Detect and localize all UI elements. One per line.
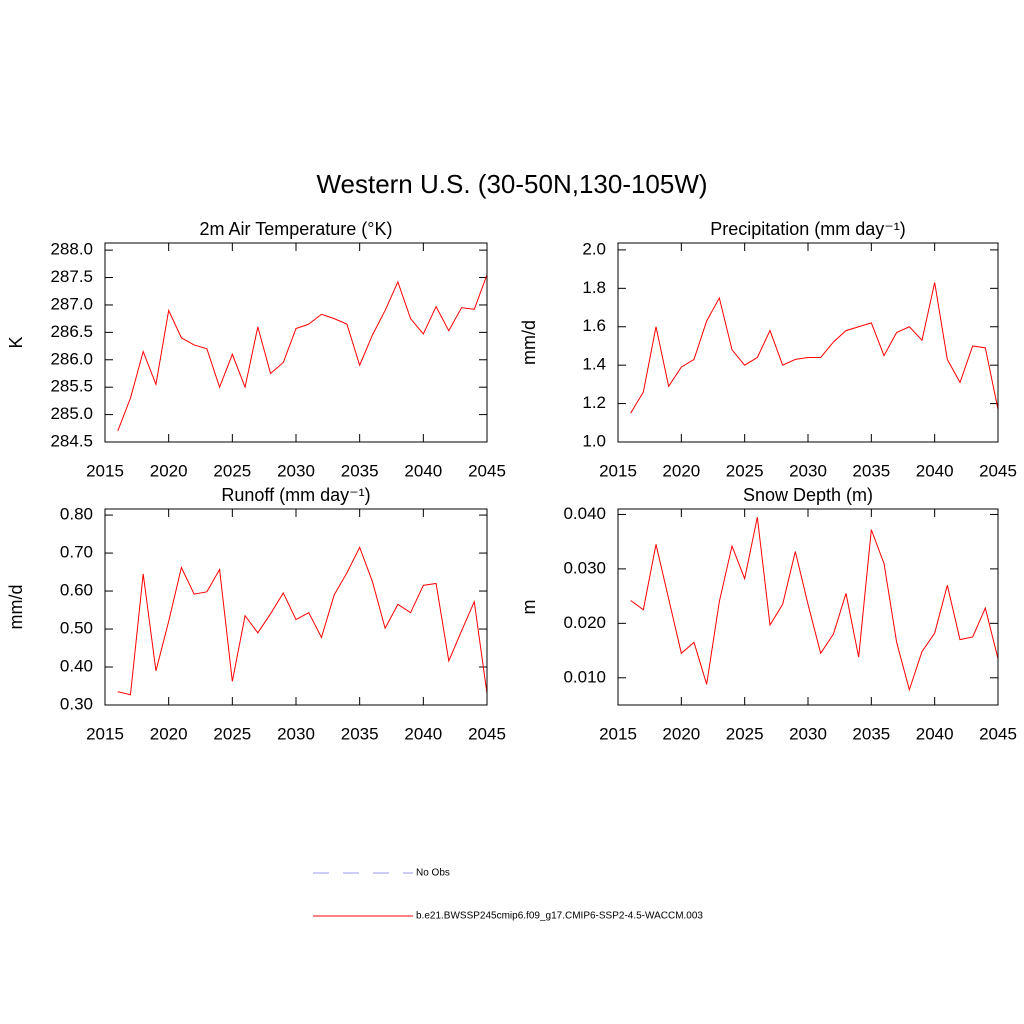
legend-label: No Obs: [416, 868, 450, 879]
y-tick-label: 2.0: [582, 239, 606, 258]
panel: Snow Depth (m) m 0.010 0.020 0.030 0.040 2015 2…: [519, 485, 1017, 744]
y-tick-label: 285.0: [50, 404, 93, 423]
figure-title: Western U.S. (30-50N,130-105W): [316, 169, 707, 199]
x-tick-label: 2020: [150, 461, 188, 480]
plot-frame: [617, 508, 999, 706]
y-tick-label: 0.030: [563, 558, 606, 577]
y-tick-label: 1.2: [582, 393, 606, 412]
x-tick-label: 2035: [341, 724, 379, 743]
y-tick-label: 287.0: [50, 294, 93, 313]
x-tick-label: 2045: [979, 461, 1017, 480]
y-tick-label: 1.8: [582, 278, 606, 297]
y-tick-label: 284.5: [50, 431, 93, 450]
y-tick-label: 0.30: [60, 694, 93, 713]
panel: Runoff (mm day⁻¹) mm/d 0.30 0.40 0.50 0.60 0.7…: [6, 485, 506, 744]
x-tick-label: 2030: [277, 461, 315, 480]
legend-label: b.e21.BWSSP245cmip6.f09_g17.CMIP6-SSP2-4…: [416, 911, 703, 922]
x-tick-label: 2025: [726, 724, 764, 743]
x-tick-label: 2025: [726, 461, 764, 480]
x-tick-label: 2015: [599, 724, 637, 743]
y-axis-label: K: [6, 336, 26, 348]
panel: Precipitation (mm day⁻¹) mm/d 1.0 1.2 1.4 1.6…: [519, 219, 1017, 481]
plot-frame: [617, 242, 999, 443]
x-tick-label: 2015: [599, 461, 637, 480]
panel-title: 2m Air Temperature (°K): [200, 219, 393, 239]
x-tick-label: 2030: [277, 724, 315, 743]
x-tick-label: 2025: [213, 461, 251, 480]
x-tick-label: 2035: [852, 461, 890, 480]
y-tick-label: 0.020: [563, 613, 606, 632]
x-tick-label: 2040: [916, 724, 954, 743]
panel: 2m Air Temperature (°K) K 284.5 285.0 285.5 2…: [6, 219, 506, 481]
y-axis-label: m: [519, 600, 539, 615]
data-line: [117, 274, 488, 432]
y-tick-label: 288.0: [50, 240, 93, 259]
x-tick-label: 2040: [404, 461, 442, 480]
x-tick-label: 2020: [150, 724, 188, 743]
y-tick-label: 0.40: [60, 656, 93, 675]
x-tick-label: 2015: [86, 724, 124, 743]
y-tick-label: 286.0: [50, 349, 93, 368]
y-tick-label: 0.60: [60, 581, 93, 600]
y-tick-label: 287.5: [50, 267, 93, 286]
y-tick-label: 1.0: [582, 431, 606, 450]
y-tick-label: 0.010: [563, 667, 606, 686]
y-tick-label: 1.6: [582, 316, 606, 335]
data-line: [630, 282, 999, 414]
x-tick-label: 2045: [468, 724, 506, 743]
data-line: [117, 546, 488, 696]
panel-title: Precipitation (mm day⁻¹): [710, 219, 906, 239]
x-tick-label: 2035: [852, 724, 890, 743]
x-tick-label: 2015: [86, 461, 124, 480]
x-tick-label: 2020: [662, 461, 700, 480]
y-tick-label: 1.4: [582, 355, 606, 374]
data-line: [630, 517, 999, 692]
y-tick-label: 0.80: [60, 505, 93, 524]
x-tick-label: 2020: [662, 724, 700, 743]
y-tick-label: 286.5: [50, 322, 93, 341]
x-tick-label: 2045: [468, 461, 506, 480]
y-axis-label: mm/d: [519, 320, 539, 365]
x-tick-label: 2035: [341, 461, 379, 480]
x-tick-label: 2040: [916, 461, 954, 480]
x-tick-label: 2030: [789, 724, 827, 743]
panel-title: Runoff (mm day⁻¹): [221, 485, 370, 505]
plot-frame: [104, 508, 488, 706]
y-axis-label: mm/d: [6, 585, 26, 630]
y-tick-label: 0.040: [563, 504, 606, 523]
x-tick-label: 2045: [979, 724, 1017, 743]
y-tick-label: 0.70: [60, 543, 93, 562]
x-tick-label: 2030: [789, 461, 827, 480]
plot-frame: [104, 242, 488, 443]
x-tick-label: 2040: [404, 724, 442, 743]
y-tick-label: 0.50: [60, 619, 93, 638]
panel-title: Snow Depth (m): [743, 485, 873, 505]
y-tick-label: 285.5: [50, 377, 93, 396]
x-tick-label: 2025: [213, 724, 251, 743]
